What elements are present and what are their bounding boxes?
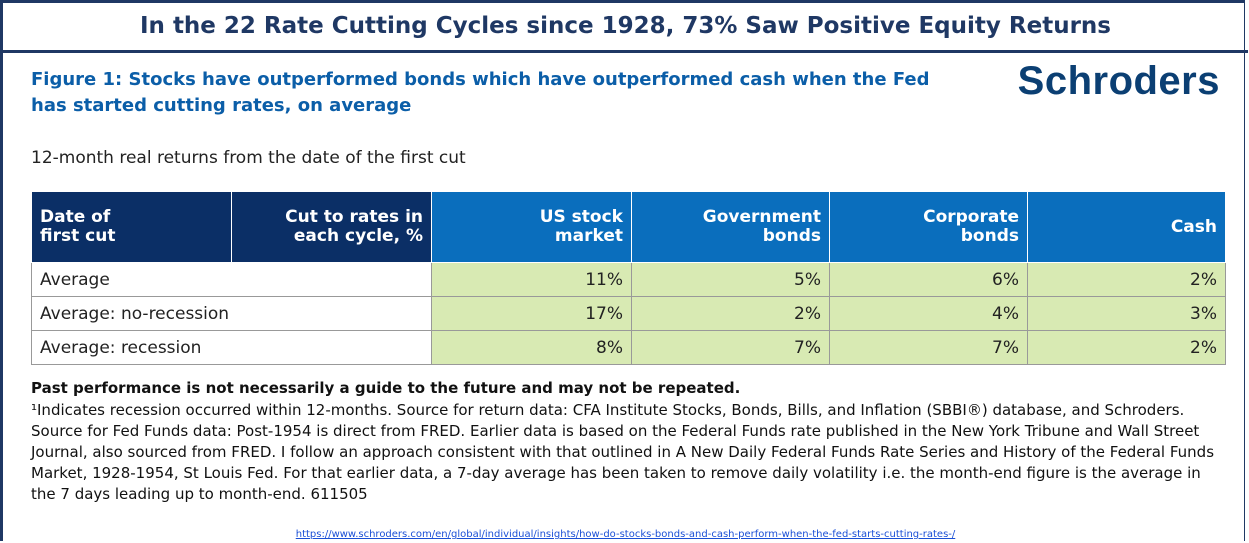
title: In the 22 Rate Cutting Cycles since 1928…: [3, 3, 1248, 53]
header-text: Cash: [1170, 216, 1217, 237]
header-text: Cut to rates in each cycle, %: [285, 207, 423, 246]
column-header: US stock market: [431, 191, 632, 263]
table-cell: 17%: [431, 296, 632, 331]
header-text: Date of first cut: [40, 207, 116, 246]
table-cell: 11%: [431, 262, 632, 297]
column-header: Cut to rates in each cycle, %: [231, 191, 432, 263]
figure-caption: Figure 1: Stocks have outperformed bonds…: [31, 69, 930, 116]
source-link[interactable]: https://www.schroders.com/en/global/indi…: [295, 529, 956, 540]
table-cell: 2%: [631, 296, 830, 331]
header-text: US stock market: [539, 207, 623, 246]
table: Date of first cut Cut to rates in each cy…: [31, 191, 1226, 365]
logo: Schroders: [1017, 59, 1220, 103]
row-label: Average: recession: [31, 330, 432, 365]
column-header: Cash: [1027, 191, 1226, 263]
disclaimer: Past performance is not necessarily a gu…: [31, 379, 741, 397]
table-cell: 4%: [829, 296, 1028, 331]
column-header: Government bonds: [631, 191, 830, 263]
table-cell: 5%: [631, 262, 830, 297]
table-cell: 2%: [1027, 262, 1226, 297]
table-cell: 6%: [829, 262, 1028, 297]
header-text: Corporate bonds: [923, 207, 1019, 246]
table-cell: 7%: [631, 330, 830, 365]
row-label: Average: no-recession: [31, 296, 432, 331]
header-row: Date of first cut Cut to rates in each cy…: [31, 191, 1226, 263]
table-cell: 2%: [1027, 330, 1226, 365]
table-row: Average 11% 5% 6% 2%: [31, 262, 1226, 297]
subtitle: 12-month real returns from the date of t…: [31, 148, 466, 168]
table-cell: 3%: [1027, 296, 1226, 331]
table-row: Average: no-recession 17% 2% 4% 3%: [31, 296, 1226, 331]
column-header: Date of first cut: [31, 191, 232, 263]
column-header: Corporate bonds: [829, 191, 1028, 263]
table-cell: 7%: [829, 330, 1028, 365]
source-url: https://www.schroders.com/en/global/indi…: [3, 529, 1248, 540]
table-cell: 8%: [431, 330, 632, 365]
header-text: Government bonds: [702, 207, 821, 246]
footnote: ¹Indicates recession occurred within 12-…: [31, 401, 1215, 503]
table-row: Average: recession 8% 7% 7% 2%: [31, 330, 1226, 365]
row-label: Average: [31, 262, 432, 297]
table-body: Average 11% 5% 6% 2% Average: no-recession 17%…: [31, 262, 1226, 365]
